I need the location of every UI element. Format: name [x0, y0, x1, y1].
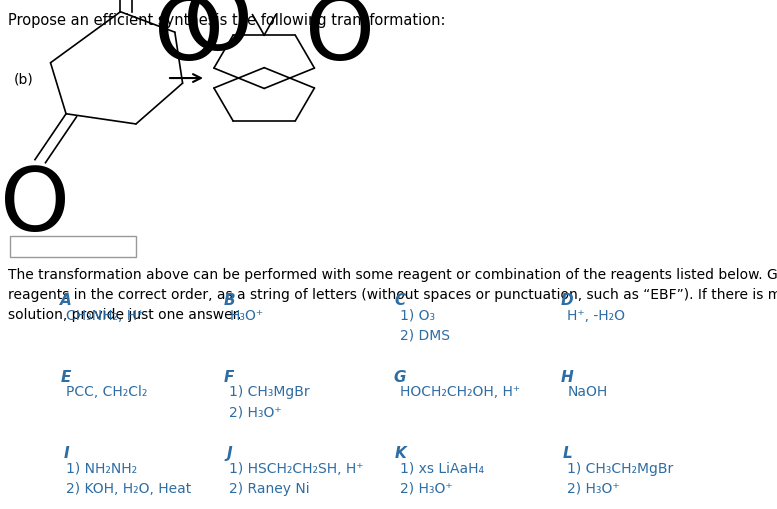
- Text: A: A: [60, 293, 72, 307]
- Text: B: B: [224, 293, 235, 307]
- Text: O: O: [154, 0, 224, 78]
- Bar: [10, 237, 136, 257]
- Text: H₃O⁺: H₃O⁺: [229, 308, 263, 322]
- Text: F: F: [224, 369, 235, 384]
- Text: CH₃NH₂, H⁺: CH₃NH₂, H⁺: [66, 308, 145, 322]
- Text: 1) O₃
2) DMS: 1) O₃ 2) DMS: [400, 308, 450, 342]
- Text: NaOH: NaOH: [567, 384, 608, 398]
- Text: 1) xs LiAaH₄
2) H₃O⁺: 1) xs LiAaH₄ 2) H₃O⁺: [400, 461, 484, 495]
- Text: Propose an efficient synthesis the following transformation:: Propose an efficient synthesis the follo…: [8, 13, 445, 27]
- Text: C: C: [395, 293, 406, 307]
- Text: I: I: [63, 445, 69, 460]
- Text: O: O: [305, 0, 375, 78]
- Text: D: D: [561, 293, 573, 307]
- Text: 1) CH₃CH₂MgBr
2) H₃O⁺: 1) CH₃CH₂MgBr 2) H₃O⁺: [567, 461, 674, 495]
- Text: H: H: [561, 369, 573, 384]
- Text: O: O: [183, 0, 253, 69]
- Text: The transformation above can be performed with some reagent or combination of th: The transformation above can be performe…: [8, 267, 777, 321]
- Text: 1) NH₂NH₂
2) KOH, H₂O, Heat: 1) NH₂NH₂ 2) KOH, H₂O, Heat: [66, 461, 191, 495]
- Text: (b): (b): [14, 72, 33, 86]
- Text: G: G: [394, 369, 406, 384]
- Text: 1) CH₃MgBr
2) H₃O⁺: 1) CH₃MgBr 2) H₃O⁺: [229, 384, 310, 418]
- Text: HOCH₂CH₂OH, H⁺: HOCH₂CH₂OH, H⁺: [400, 384, 521, 398]
- Text: O: O: [0, 163, 70, 250]
- Text: K: K: [394, 445, 406, 460]
- Text: J: J: [226, 445, 232, 460]
- Text: 1) HSCH₂CH₂SH, H⁺
2) Raney Ni: 1) HSCH₂CH₂SH, H⁺ 2) Raney Ni: [229, 461, 364, 495]
- Text: PCC, CH₂Cl₂: PCC, CH₂Cl₂: [66, 384, 148, 398]
- Text: H⁺, -H₂O: H⁺, -H₂O: [567, 308, 625, 322]
- Text: E: E: [61, 369, 71, 384]
- Text: L: L: [563, 445, 572, 460]
